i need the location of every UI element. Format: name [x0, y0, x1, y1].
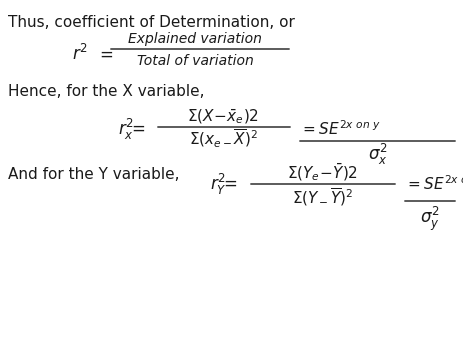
Text: $r_x^2\!\!=\!\!$: $r_x^2\!\!=\!\!$: [118, 117, 145, 142]
Text: Hence, for the X variable,: Hence, for the X variable,: [8, 84, 204, 99]
Text: $= SE^{2x\ on\ y}$: $= SE^{2x\ on\ y}$: [300, 120, 380, 139]
Text: $\Sigma(x_{e-}\overline{X})^2$: $\Sigma(x_{e-}\overline{X})^2$: [188, 128, 257, 150]
Text: $\sigma_y^2$: $\sigma_y^2$: [419, 205, 439, 233]
Text: $=$: $=$: [96, 45, 113, 63]
Text: Thus, coefficient of Determination, or: Thus, coefficient of Determination, or: [8, 15, 294, 30]
Text: And for the Y variable,: And for the Y variable,: [8, 167, 184, 182]
Text: Explained variation: Explained variation: [128, 32, 262, 46]
Text: $= SE^{2x\ on\ y}$: $= SE^{2x\ on\ y}$: [404, 175, 463, 193]
Text: $r_Y^2\!\!=\!\!$: $r_Y^2\!\!=\!\!$: [210, 172, 237, 196]
Text: $r^2$: $r^2$: [72, 44, 88, 64]
Text: $\Sigma(X\!-\!\bar{x}_e)2$: $\Sigma(X\!-\!\bar{x}_e)2$: [187, 108, 258, 126]
Text: $\Sigma(Y_e\!-\!\bar{Y})2$: $\Sigma(Y_e\!-\!\bar{Y})2$: [287, 161, 358, 183]
Text: Total of variation: Total of variation: [136, 54, 253, 68]
Text: $\Sigma(Y_-\overline{Y})^2$: $\Sigma(Y_-\overline{Y})^2$: [292, 186, 353, 208]
Text: $\sigma_x^2$: $\sigma_x^2$: [368, 142, 387, 166]
